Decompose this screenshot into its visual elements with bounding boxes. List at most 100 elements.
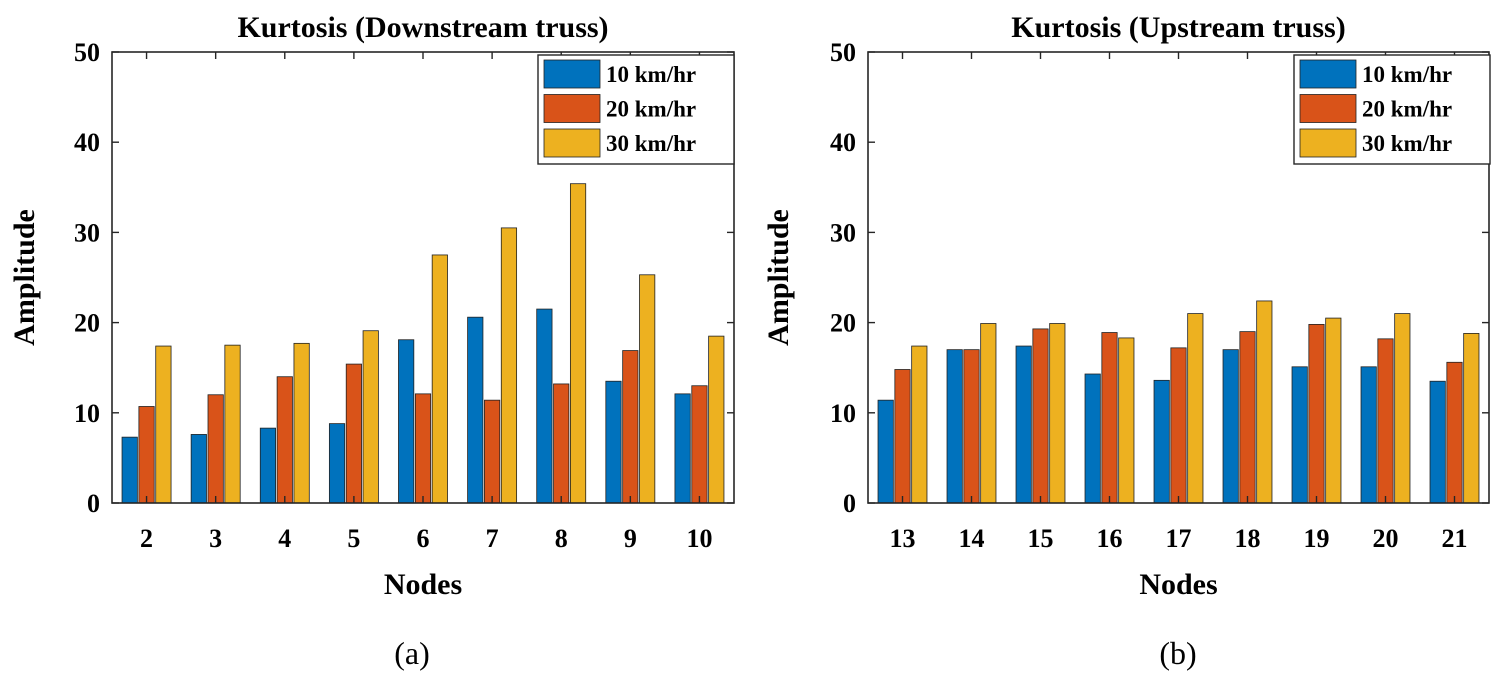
bar-10kmhr-5 — [328, 423, 346, 504]
bar-20kmhr-19 — [1308, 323, 1325, 504]
legend-swatch-30kmhr — [1299, 128, 1357, 158]
y-tick-label: 20 — [74, 309, 100, 338]
chart-title: Kurtosis (Downstream truss) — [237, 11, 608, 44]
x-tick-label: 21 — [1442, 524, 1468, 553]
bar-10kmhr-16 — [1084, 373, 1101, 504]
legend-swatch-10kmhr — [543, 59, 601, 89]
bar-30kmhr-3 — [224, 344, 241, 504]
x-tick-label: 20 — [1373, 524, 1399, 553]
x-tick-label: 3 — [209, 524, 222, 553]
x-tick-label: 5 — [347, 524, 360, 553]
x-tick-label: 16 — [1097, 524, 1123, 553]
chart-panel-b: 0 10 20 30 40 50 13 14 15 16 17 18 19 20 21 Kurtosis (U… — [762, 11, 1491, 671]
bar-20kmhr-3 — [207, 394, 224, 504]
panel-caption: (a) — [394, 635, 430, 671]
bar-10kmhr-14 — [946, 349, 963, 504]
x-tick-label: 6 — [417, 524, 430, 553]
bar-30kmhr-16 — [1118, 337, 1135, 504]
bar-10kmhr-17 — [1153, 379, 1170, 504]
y-tick-label: 10 — [830, 399, 856, 428]
legend-label: 20 km/hr — [606, 97, 696, 122]
bar-20kmhr-5 — [345, 363, 362, 504]
bar-20kmhr-4 — [276, 376, 293, 504]
legend-label: 30 km/hr — [1362, 131, 1452, 156]
y-tick-label: 10 — [74, 399, 100, 428]
legend: 10 km/hr 20 km/hr 30 km/hr — [1293, 54, 1491, 165]
x-tick-label: 4 — [278, 524, 291, 553]
bar-20kmhr-8 — [553, 383, 570, 504]
bar-10kmhr-8 — [536, 308, 553, 504]
bar-30kmhr-18 — [1256, 300, 1273, 504]
x-tick-label: 15 — [1028, 524, 1054, 553]
x-tick-label: 10 — [686, 524, 712, 553]
legend-label: 10 km/hr — [606, 62, 696, 87]
bar-10kmhr-18 — [1222, 349, 1239, 504]
bar-10kmhr-6 — [398, 339, 415, 504]
bar-10kmhr-15 — [1015, 345, 1032, 504]
bar-10kmhr-9 — [605, 380, 622, 504]
bar-10kmhr-7 — [467, 316, 484, 504]
bar-10kmhr-19 — [1291, 366, 1308, 504]
x-tick-label: 9 — [624, 524, 637, 553]
bar-20kmhr-15 — [1032, 328, 1049, 504]
bar-10kmhr-4 — [259, 427, 277, 504]
bar-20kmhr-6 — [414, 393, 432, 504]
bar-20kmhr-9 — [622, 350, 639, 504]
bar-20kmhr-18 — [1239, 331, 1256, 504]
bar-20kmhr-14 — [963, 349, 980, 504]
bar-30kmhr-17 — [1187, 313, 1204, 504]
y-tick-label: 40 — [74, 128, 100, 157]
bar-30kmhr-2 — [155, 345, 172, 504]
bar-30kmhr-5 — [362, 330, 379, 504]
bar-10kmhr-10 — [674, 393, 691, 504]
bar-10kmhr-2 — [121, 436, 138, 504]
bar-20kmhr-21 — [1446, 361, 1463, 504]
bar-30kmhr-13 — [911, 345, 928, 504]
bar-20kmhr-7 — [484, 399, 501, 504]
y-tick-label: 0 — [87, 489, 100, 518]
y-axis-label: Amplitude — [762, 209, 795, 346]
chart-title: Kurtosis (Upstream truss) — [1011, 11, 1345, 44]
y-tick-label: 30 — [830, 218, 856, 247]
bar-10kmhr-20 — [1360, 366, 1377, 504]
legend-swatch-30kmhr — [543, 128, 601, 158]
bar-30kmhr-9 — [639, 274, 656, 504]
legend-label: 30 km/hr — [606, 131, 696, 156]
bar-20kmhr-16 — [1101, 332, 1118, 504]
legend: 10 km/hr 20 km/hr 30 km/hr — [537, 54, 735, 165]
legend-swatch-10kmhr — [1299, 59, 1357, 89]
x-axis-label: Nodes — [1139, 568, 1217, 601]
y-tick-label: 20 — [830, 309, 856, 338]
bar-30kmhr-7 — [500, 227, 518, 504]
chart-panel-a: 0 10 20 30 40 50 2 3 4 5 6 7 8 9 10 Kurtosis (Downstrea… — [8, 11, 735, 671]
bar-10kmhr-3 — [190, 434, 207, 504]
x-axis-label: Nodes — [384, 568, 462, 601]
bar-10kmhr-21 — [1429, 380, 1446, 504]
bar-20kmhr-13 — [894, 369, 911, 504]
bar-30kmhr-21 — [1463, 333, 1480, 504]
legend-swatch-20kmhr — [1299, 94, 1357, 123]
y-tick-label: 30 — [74, 218, 100, 247]
bar-20kmhr-17 — [1170, 347, 1187, 504]
bar-20kmhr-10 — [691, 385, 708, 504]
y-axis-label: Amplitude — [8, 209, 41, 346]
bar-30kmhr-8 — [569, 183, 587, 504]
bar-30kmhr-19 — [1325, 317, 1342, 504]
x-tick-label: 14 — [959, 524, 985, 553]
x-tick-label: 17 — [1166, 524, 1192, 553]
legend-label: 20 km/hr — [1362, 97, 1452, 122]
y-tick-label: 40 — [830, 128, 856, 157]
x-tick-label: 19 — [1304, 524, 1330, 553]
x-tick-label: 2 — [140, 524, 153, 553]
panel-caption: (b) — [1159, 635, 1196, 671]
bar-30kmhr-15 — [1049, 323, 1066, 504]
y-tick-label: 50 — [830, 38, 856, 67]
bar-30kmhr-4 — [293, 342, 310, 504]
bar-20kmhr-20 — [1377, 338, 1394, 504]
legend-swatch-20kmhr — [543, 94, 601, 123]
bar-30kmhr-10 — [708, 335, 725, 504]
bar-30kmhr-20 — [1394, 313, 1411, 504]
x-tick-label: 7 — [486, 524, 499, 553]
x-tick-label: 8 — [555, 524, 568, 553]
